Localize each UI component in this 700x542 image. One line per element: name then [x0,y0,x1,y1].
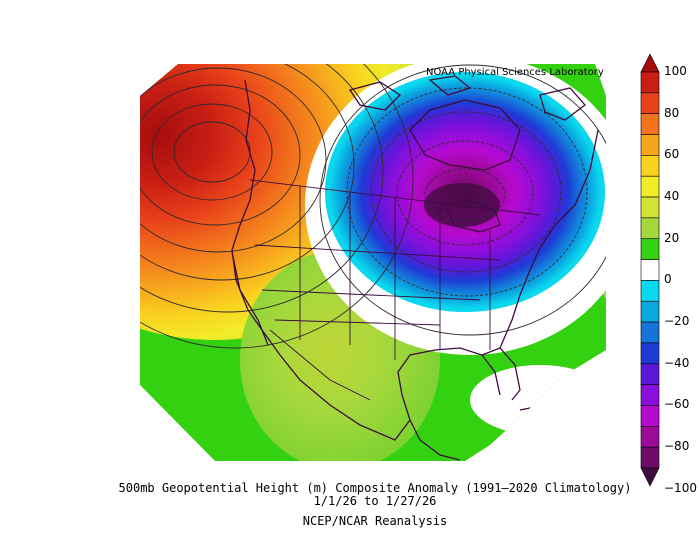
colorbar-arrow-top [640,53,660,73]
anomaly-field [140,64,606,461]
colorbar-swatch-pos90 [640,71,660,94]
colorbar-tick-label: 100 [664,64,687,78]
colorbar-swatch-neg50 [640,363,660,385]
colorbar-swatch-neg60 [640,384,660,406]
colorbar-swatch-pos80 [640,92,660,114]
colorbar-swatch-neg70 [640,405,660,427]
anomaly-map [140,64,606,461]
credit-label: NOAA Physical Sciences Laboratory [426,67,604,78]
colorbar-swatch-pos10 [640,238,660,260]
map-title: 500mb Geopotential Height (m) Composite … [118,481,632,495]
colorbar-swatch-neg20 [640,300,660,323]
colorbar-tick-label: −100 [664,480,697,495]
colorbar-swatch-neg30 [640,321,660,344]
colorbar-swatch-neg90 [640,446,660,469]
map-source: NCEP/NCAR Reanalysis [302,514,448,528]
colorbar [640,53,660,487]
colorbar-tick-label: −40 [664,355,690,370]
colorbar-swatch-pos40 [640,175,660,198]
colorbar-swatch-pos60 [640,134,660,156]
colorbar-swatch-pos50 [640,155,660,177]
colorbar-swatch-pos70 [640,113,660,135]
colorbar-swatch-neg40 [640,342,660,365]
colorbar-swatch-pos20 [640,217,660,240]
colorbar-tick-label: 60 [664,147,680,162]
coastlines [231,75,599,461]
political-boundaries [249,179,541,401]
colorbar-swatch-zero [640,259,660,281]
colorbar-tick-label: −80 [664,439,690,454]
colorbar-tick-label: 80 [664,105,680,120]
colorbar-swatch-pos30 [640,196,660,219]
colorbar-tick-label: 0 [664,272,672,287]
colorbar-tick-label: 20 [664,230,680,245]
colorbar-swatch-neg10 [640,280,660,302]
colorbar-tick-label: 40 [664,189,680,204]
map-date-range: 1/1/26 to 1/27/26 [313,494,437,508]
colorbar-arrow-bottom [640,467,660,487]
colorbar-swatch-neg80 [640,426,660,448]
colorbar-tick-label: −60 [664,397,690,412]
colorbar-tick-label: −20 [664,314,690,329]
